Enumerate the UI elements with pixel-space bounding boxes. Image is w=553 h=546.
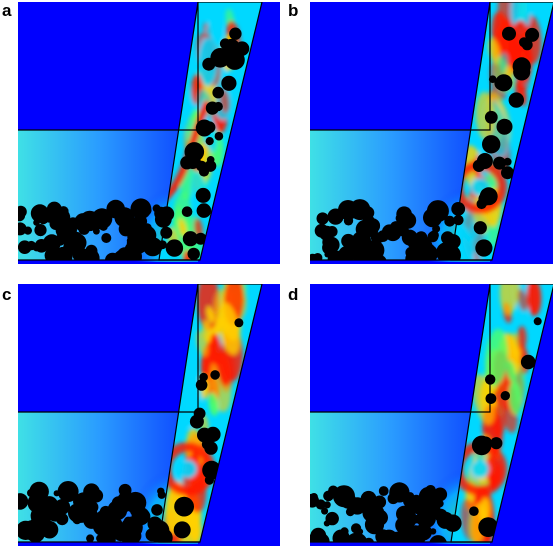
flow-field-image [310,2,553,264]
flow-field-image [310,284,553,546]
panel-label-c: c [2,285,12,304]
panel-b [310,2,553,264]
panel-label-d: d [288,285,299,304]
panel-c [18,284,280,546]
flow-field-image [18,284,280,546]
panel-d [310,284,553,546]
panel-label-b: b [288,1,299,20]
panel-label-a: a [2,1,12,20]
panel-a [18,2,280,264]
flow-field-image [18,2,280,264]
